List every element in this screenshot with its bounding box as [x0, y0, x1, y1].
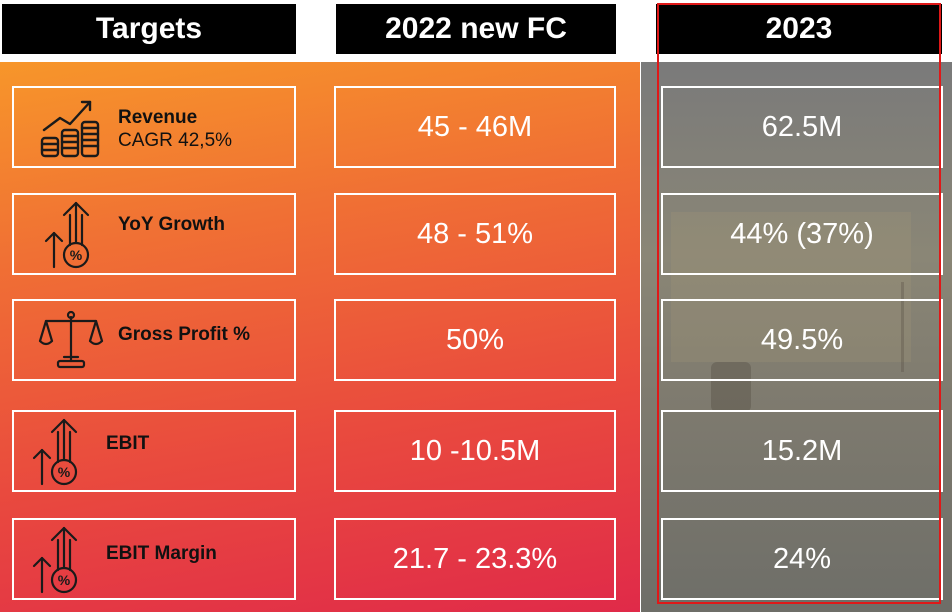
target-label-revenue: Revenue CAGR 42,5%: [118, 106, 232, 152]
yoy-growth-label: YoY Growth: [118, 214, 225, 235]
gross-profit-label: Gross Profit %: [118, 324, 250, 345]
fc2022-gross-profit-value: 50%: [334, 299, 616, 381]
target-box-gross-profit: Gross Profit %: [12, 299, 296, 381]
revenue-chart-coins-icon: [40, 100, 100, 158]
y2023-ebit-margin-value: 24%: [661, 518, 943, 600]
ebit-margin-label: EBIT Margin: [106, 543, 217, 564]
growth-percent-icon: %: [32, 418, 78, 486]
header-2023: 2023: [656, 4, 942, 54]
header-2022-new-fc: 2022 new FC: [336, 4, 616, 54]
ebit-label: EBIT: [106, 433, 150, 454]
revenue-cagr-sublabel: CAGR 42,5%: [118, 130, 233, 151]
balance-scale-icon: [38, 310, 104, 369]
revenue-label: Revenue: [118, 107, 198, 128]
fc2022-ebit-value: 10 -10.5M: [334, 410, 616, 492]
fc2022-revenue-value: 45 - 46M: [334, 86, 616, 168]
svg-text:%: %: [70, 247, 83, 263]
y2023-yoy-growth-value: 44% (37%): [661, 193, 943, 275]
target-box-revenue: Revenue CAGR 42,5%: [12, 86, 296, 168]
header-targets: Targets: [2, 4, 296, 54]
growth-percent-icon: %: [32, 526, 78, 594]
target-box-ebit-margin: % EBIT Margin: [12, 518, 296, 600]
y2023-gross-profit-value: 49.5%: [661, 299, 943, 381]
target-box-ebit: % EBIT: [12, 410, 296, 492]
y2023-revenue-value: 62.5M: [661, 86, 943, 168]
y2023-ebit-value: 15.2M: [661, 410, 943, 492]
orange-gradient-panel: [0, 62, 640, 612]
growth-percent-icon: %: [44, 201, 90, 269]
fc2022-yoy-growth-value: 48 - 51%: [334, 193, 616, 275]
target-box-yoy-growth: % YoY Growth: [12, 193, 296, 275]
svg-text:%: %: [58, 572, 71, 588]
fc2022-ebit-margin-value: 21.7 - 23.3%: [334, 518, 616, 600]
photo-background-panel: [641, 62, 952, 612]
svg-text:%: %: [58, 464, 71, 480]
